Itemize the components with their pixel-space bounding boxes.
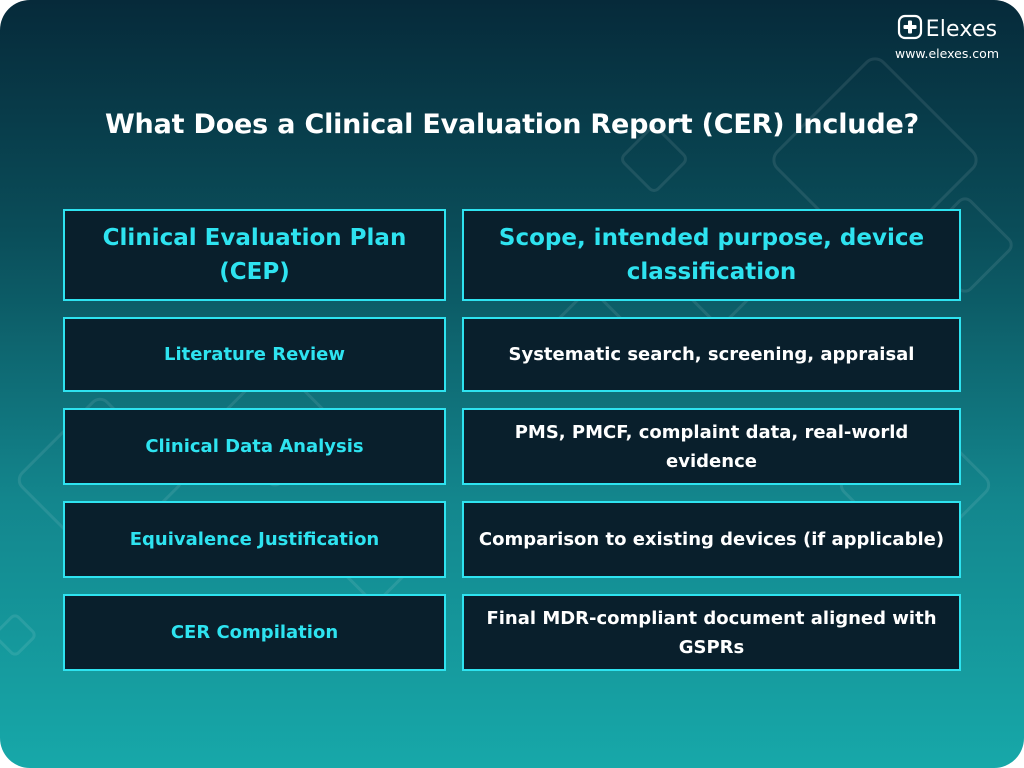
- brand-url: www.elexes.com: [894, 46, 1000, 61]
- table-row-description: Comparison to existing devices (if appli…: [462, 501, 961, 578]
- row-description-text: Comparison to existing devices (if appli…: [478, 529, 945, 550]
- row-description-text: PMS, PMCF, complaint data, real-world ev…: [514, 421, 909, 472]
- row-label-text: Literature Review: [163, 344, 346, 365]
- medical-cross-icon: [897, 14, 923, 44]
- row-label-text: Clinical Data Analysis: [145, 436, 364, 457]
- header-left-text: Clinical Evaluation Plan (CEP): [102, 225, 407, 285]
- brand-name: Elexes: [925, 16, 998, 42]
- table-header-right: Scope, intended purpose, device classifi…: [462, 209, 961, 301]
- table-row-description: Systematic search, screening, appraisal: [462, 317, 961, 392]
- table-row-description: Final MDR-compliant document aligned wit…: [462, 594, 961, 671]
- table-row-label: Clinical Data Analysis: [63, 408, 446, 485]
- table-row-label: Literature Review: [63, 317, 446, 392]
- row-description-text: Final MDR-compliant document aligned wit…: [486, 607, 937, 658]
- brand-logo: Elexes www.elexes.com: [882, 14, 1012, 61]
- header-right-text: Scope, intended purpose, device classifi…: [498, 225, 925, 285]
- table-row-label: CER Compilation: [63, 594, 446, 671]
- row-label-text: CER Compilation: [170, 622, 339, 643]
- table-row-label: Equivalence Justification: [63, 501, 446, 578]
- row-label-text: Equivalence Justification: [129, 529, 380, 550]
- table-header-left: Clinical Evaluation Plan (CEP): [63, 209, 446, 301]
- row-description-text: Systematic search, screening, appraisal: [508, 344, 915, 365]
- page-title: What Does a Clinical Evaluation Report (…: [104, 109, 920, 140]
- table-row-description: PMS, PMCF, complaint data, real-world ev…: [462, 408, 961, 485]
